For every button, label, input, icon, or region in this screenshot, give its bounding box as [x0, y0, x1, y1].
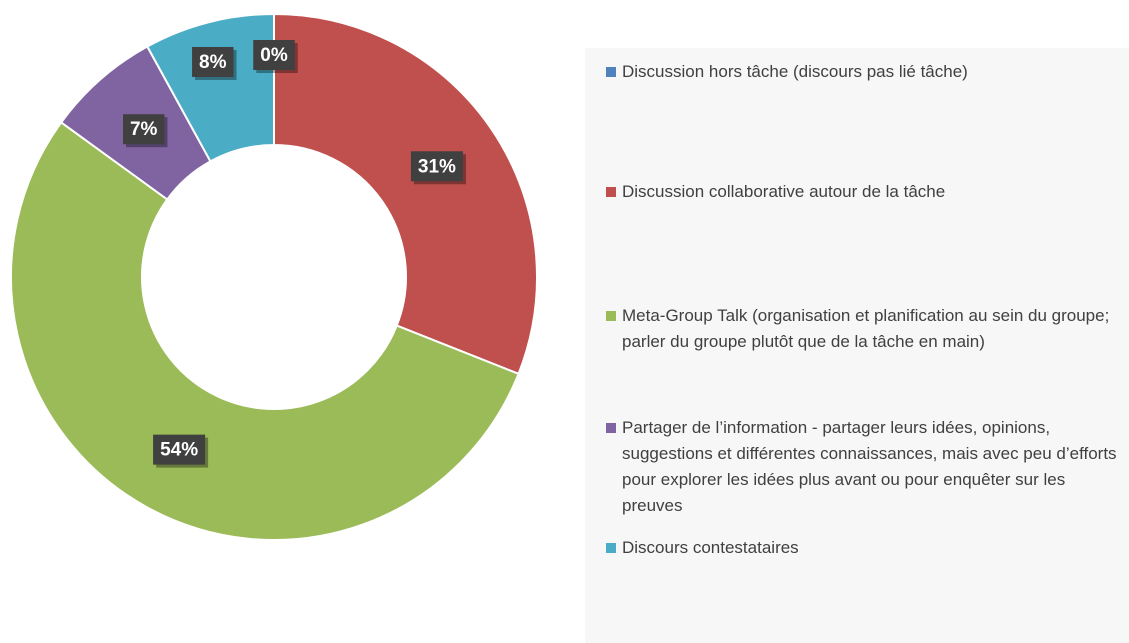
data-label: 8% — [192, 46, 237, 80]
data-label-text: 31% — [418, 156, 456, 177]
data-label: 0% — [253, 40, 298, 73]
data-label-text: 7% — [130, 119, 158, 140]
data-label-box — [192, 46, 234, 77]
legend-entry: Discussion collaborative autour de la tâ… — [606, 179, 1122, 205]
data-label-text: 54% — [160, 440, 198, 461]
donut-segment — [10, 121, 520, 541]
data-label-box — [253, 40, 295, 70]
legend-swatch — [606, 187, 616, 197]
legend-entry: Discussion hors tâche (discours pas lié … — [606, 59, 1122, 85]
data-label-box — [122, 114, 165, 145]
data-label-text: 0% — [260, 45, 288, 66]
legend-label: Meta-Group Talk (organisation et planifi… — [622, 306, 1110, 351]
data-label-text: 8% — [199, 52, 227, 73]
data-label: 7% — [122, 114, 168, 148]
legend-label: Partager de l’information - partager leu… — [622, 418, 1117, 515]
data-label-box — [410, 151, 463, 182]
data-label-box — [153, 434, 206, 465]
legend-swatch — [606, 543, 616, 553]
data-label: 31% — [410, 151, 466, 185]
legend-swatch — [606, 423, 616, 433]
legend-label: Discussion hors tâche (discours pas lié … — [622, 62, 968, 81]
donut-segment — [145, 12, 275, 163]
legend-swatch — [606, 311, 616, 321]
data-label: 54% — [153, 434, 209, 468]
legend-label: Discussion collaborative autour de la tâ… — [622, 182, 946, 201]
legend-entry: Meta-Group Talk (organisation et planifi… — [606, 303, 1122, 355]
donut-segment — [273, 12, 538, 376]
legend-background — [585, 48, 1129, 643]
legend-entry: Discours contestataires — [606, 535, 1122, 561]
legend-entry: Partager de l’information - partager leu… — [606, 415, 1122, 519]
legend-label: Discours contestataires — [622, 538, 799, 557]
legend-swatch — [606, 67, 616, 77]
